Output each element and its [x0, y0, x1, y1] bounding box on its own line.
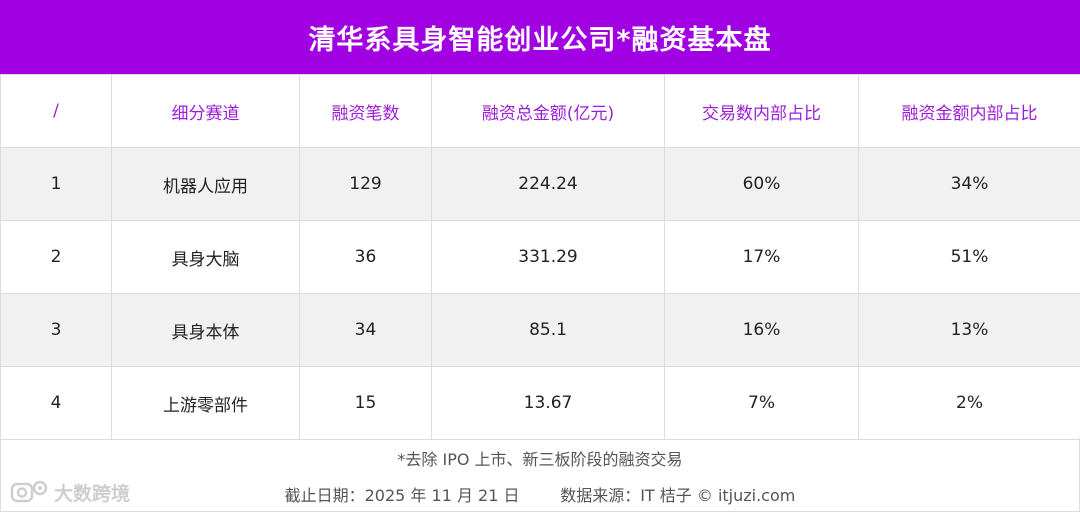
cell-segment: 上游零部件 [111, 366, 300, 440]
cell-deal-share: 7% [664, 366, 859, 440]
column-header-deal-share: 交易数内部占比 [664, 74, 859, 148]
cell-total-amount: 331.29 [431, 220, 665, 294]
column-header-amount-share: 融资金额内部占比 [858, 74, 1080, 148]
cell-index: 4 [0, 366, 112, 440]
cell-total-amount: 224.24 [431, 147, 665, 221]
cell-deal-count: 34 [299, 293, 432, 367]
column-header-total-amount: 融资总金额(亿元) [431, 74, 665, 148]
cell-amount-share: 34% [858, 147, 1080, 221]
column-header-index: / [0, 74, 112, 148]
cell-total-amount: 85.1 [431, 293, 665, 367]
cell-deal-share: 16% [664, 293, 859, 367]
watermark: 大数跨境 [10, 478, 130, 506]
cell-index: 2 [0, 220, 112, 294]
watermark-text: 大数跨境 [54, 482, 131, 505]
table-row: 2 具身大脑 36 331.29 17% 51% [0, 220, 1080, 294]
table-row: 1 机器人应用 129 224.24 60% 34% [0, 147, 1080, 221]
cell-amount-share: 2% [858, 366, 1080, 440]
cell-index: 3 [0, 293, 112, 367]
cell-deal-share: 60% [664, 147, 859, 221]
table-header-row: / 细分赛道 融资笔数 融资总金额(亿元) 交易数内部占比 融资金额内部占比 [0, 74, 1080, 148]
column-header-deal-count: 融资笔数 [299, 74, 432, 148]
cell-total-amount: 13.67 [431, 366, 665, 440]
footnote: *去除 IPO 上市、新三板阶段的融资交易 [397, 450, 683, 469]
page-title: 清华系具身智能创业公司*融资基本盘 [308, 24, 772, 56]
title-bar: 清华系具身智能创业公司*融资基本盘 [0, 0, 1080, 74]
camera-logo-icon [10, 479, 50, 505]
cell-deal-count: 36 [299, 220, 432, 294]
cell-amount-share: 51% [858, 220, 1080, 294]
cutoff-date: 截止日期：2025 年 11 月 21 日 [284, 486, 520, 505]
data-table: / 细分赛道 融资笔数 融资总金额(亿元) 交易数内部占比 融资金额内部占比 1… [0, 74, 1080, 440]
table-row: 3 具身本体 34 85.1 16% 13% [0, 293, 1080, 367]
column-header-segment: 细分赛道 [111, 74, 300, 148]
data-source: 数据来源：IT 桔子 © itjuzi.com [560, 486, 796, 505]
cell-segment: 具身本体 [111, 293, 300, 367]
cell-deal-count: 129 [299, 147, 432, 221]
cell-segment: 具身大脑 [111, 220, 300, 294]
cell-index: 1 [0, 147, 112, 221]
table-row: 4 上游零部件 15 13.67 7% 2% [0, 366, 1080, 440]
cell-deal-share: 17% [664, 220, 859, 294]
footer: *去除 IPO 上市、新三板阶段的融资交易 截止日期：2025 年 11 月 2… [0, 438, 1080, 512]
cell-amount-share: 13% [858, 293, 1080, 367]
cell-segment: 机器人应用 [111, 147, 300, 221]
source-line: 截止日期：2025 年 11 月 21 日 数据来源：IT 桔子 © itjuz… [1, 482, 1079, 506]
cell-deal-count: 15 [299, 366, 432, 440]
